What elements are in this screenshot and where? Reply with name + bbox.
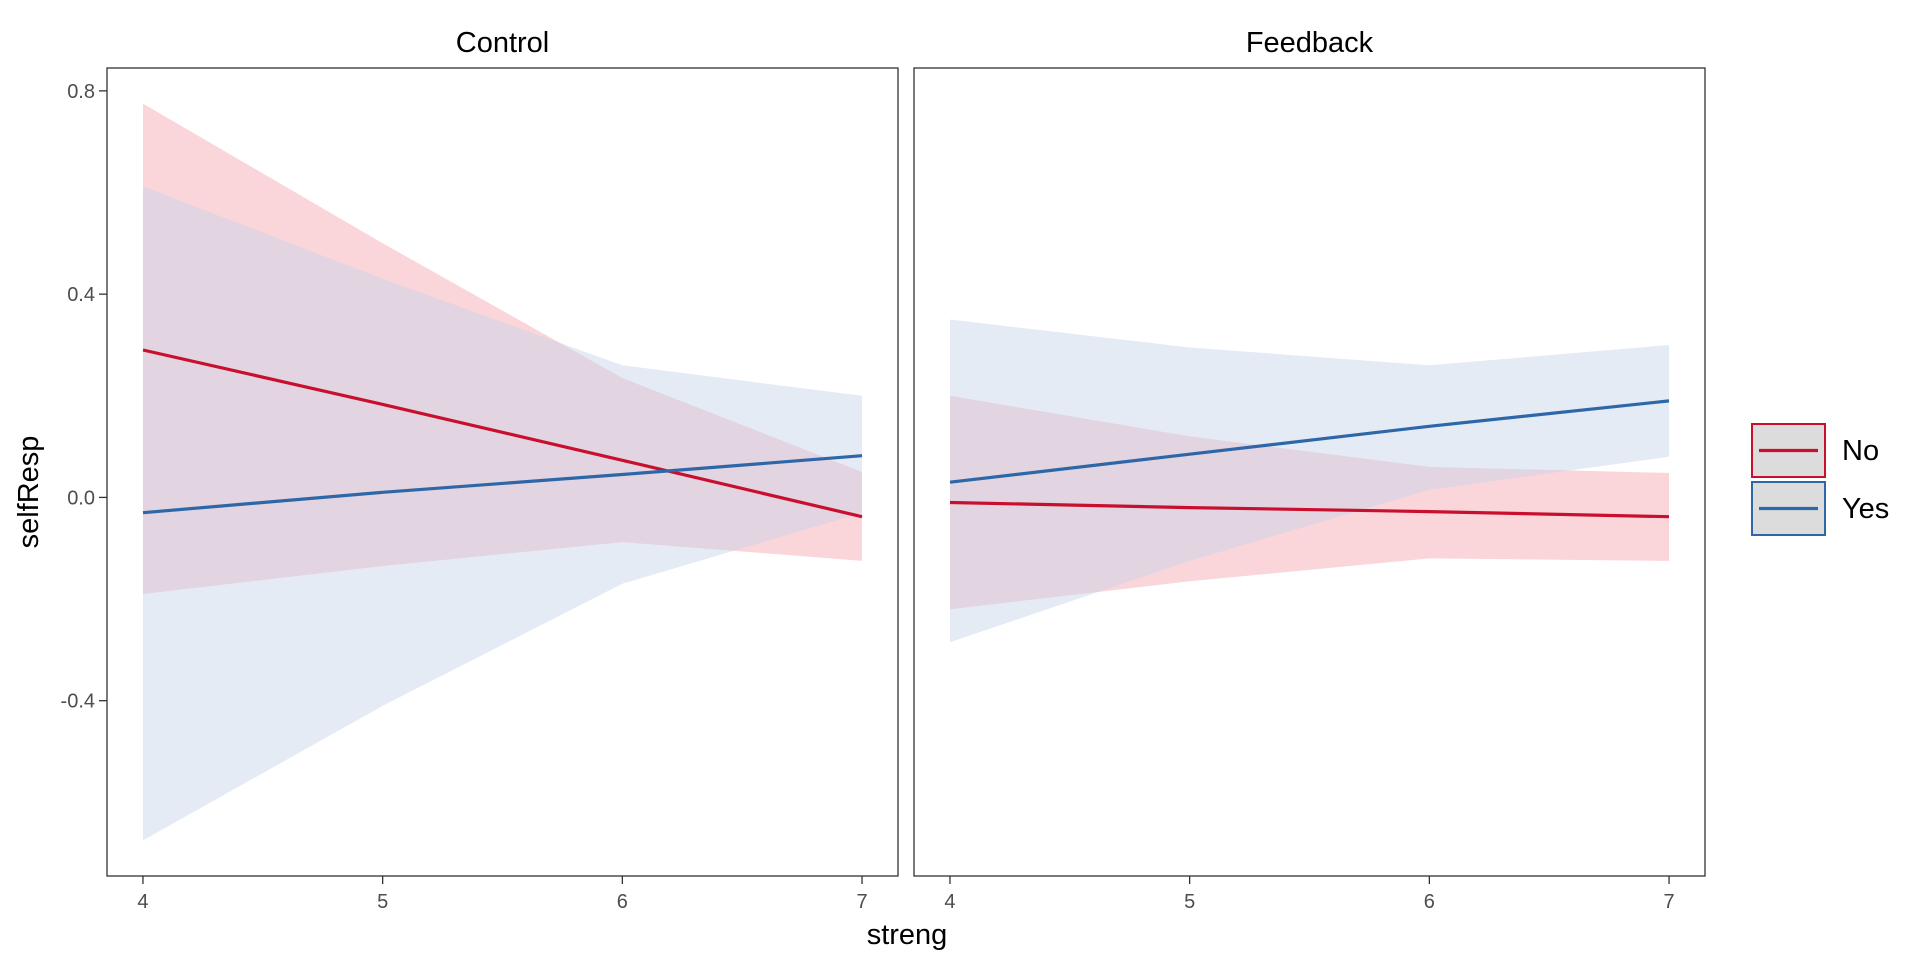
legend-label: Yes [1842, 493, 1889, 525]
confidence-band-yes [143, 186, 862, 841]
x-tick-label: 6 [617, 891, 628, 913]
y-tick-label: -0.4 [61, 691, 95, 713]
x-tick-label: 4 [944, 891, 955, 913]
series-line-yes [142, 454, 863, 515]
series-line-no [142, 348, 863, 519]
y-tick-label: 0.4 [67, 284, 95, 306]
panel-feedback: Feedback 4 5 6 7 [913, 27, 1706, 913]
panels-layer: Control 4 5 6 7 0.8 0.4 0.0 -0.4 Feedback 4 5 6 7 [61, 27, 1706, 913]
legend-item-yes: Yes [1751, 481, 1889, 536]
panel-control: Control 4 5 6 7 0.8 0.4 0.0 -0.4 [61, 27, 899, 913]
x-axis-label: streng [867, 919, 948, 951]
series-line-no [949, 500, 1670, 519]
confidence-band-yes [950, 319, 1669, 643]
y-axis-label: selfResp [13, 436, 45, 549]
panel-border [913, 67, 1706, 877]
legend-item-no: No [1751, 423, 1879, 478]
panel-title: Control [456, 27, 550, 59]
series-line-yes [949, 399, 1670, 484]
panel-border [106, 67, 899, 877]
x-tick-label: 5 [1184, 891, 1195, 913]
legend-label: No [1842, 435, 1879, 467]
panel-title: Feedback [1246, 27, 1374, 59]
x-tick-label: 7 [856, 891, 867, 913]
x-tick-label: 6 [1424, 891, 1435, 913]
legend: No Yes [1751, 423, 1889, 536]
x-tick-label: 4 [137, 891, 148, 913]
y-tick-label: 0.0 [67, 487, 95, 509]
confidence-band-no [950, 395, 1669, 610]
x-tick-label: 7 [1663, 891, 1674, 913]
x-tick-label: 5 [377, 891, 388, 913]
y-tick-label: 0.8 [67, 81, 95, 103]
